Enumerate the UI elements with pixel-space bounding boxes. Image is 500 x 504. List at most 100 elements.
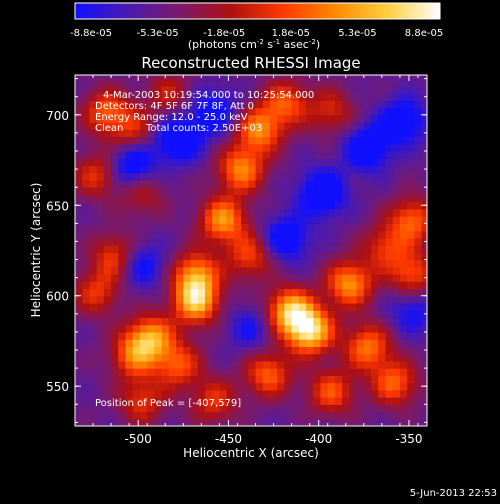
image-pixel	[277, 216, 285, 224]
image-pixel	[103, 136, 112, 145]
image-pixel	[349, 368, 358, 376]
image-pixel	[363, 331, 372, 340]
image-pixel	[407, 100, 415, 109]
image-pixel	[291, 143, 300, 152]
image-pixel	[75, 288, 83, 297]
image-pixel	[219, 245, 228, 253]
image-pixel	[385, 418, 394, 426]
image-pixel	[306, 165, 314, 174]
image-pixel	[190, 223, 199, 232]
image-pixel	[89, 216, 98, 224]
image-pixel	[421, 259, 427, 268]
image-pixel	[356, 129, 365, 138]
image-pixel	[89, 346, 98, 355]
image-pixel	[284, 129, 293, 138]
image-pixel	[154, 216, 163, 224]
image-pixel	[371, 288, 379, 297]
image-pixel	[392, 339, 401, 347]
image-pixel	[118, 368, 127, 376]
image-pixel	[176, 208, 184, 217]
image-pixel	[277, 187, 285, 196]
x-tick-label: -350	[395, 432, 422, 446]
image-pixel	[132, 93, 141, 101]
image-pixel	[75, 208, 83, 217]
image-pixel	[371, 143, 379, 152]
image-pixel	[349, 302, 358, 311]
image-pixel	[255, 129, 264, 138]
image-pixel	[371, 346, 379, 355]
image-pixel	[147, 339, 156, 347]
image-pixel	[392, 143, 401, 152]
image-pixel	[421, 114, 427, 123]
image-pixel	[75, 317, 83, 326]
image-pixel	[219, 310, 228, 319]
image-pixel	[421, 78, 427, 87]
image-pixel	[306, 93, 314, 101]
image-pixel	[190, 418, 199, 426]
image-pixel	[75, 78, 83, 87]
image-pixel	[233, 158, 242, 167]
image-pixel	[190, 368, 199, 376]
image-pixel	[248, 136, 257, 145]
image-pixel	[190, 404, 199, 413]
y-tick-label: 600	[46, 290, 69, 304]
image-pixel	[291, 237, 300, 246]
image-pixel	[269, 114, 278, 123]
image-pixel	[320, 397, 329, 405]
image-pixel	[356, 150, 365, 159]
image-pixel	[421, 216, 427, 224]
image-pixel	[204, 136, 213, 145]
image-pixel	[118, 223, 127, 232]
image-pixel	[96, 100, 105, 109]
image-pixel	[306, 179, 314, 188]
image-pixel	[233, 93, 242, 101]
image-pixel	[241, 252, 249, 261]
image-pixel	[262, 418, 271, 426]
image-pixel	[176, 114, 184, 123]
image-pixel	[248, 100, 257, 109]
image-pixel	[190, 100, 199, 109]
image-pixel	[96, 339, 105, 347]
image-pixel	[111, 317, 119, 326]
image-pixel	[197, 122, 206, 130]
image-pixel	[248, 389, 257, 398]
image-pixel	[89, 201, 98, 210]
image-pixel	[183, 353, 192, 362]
image-pixel	[103, 404, 112, 413]
image-pixel	[139, 389, 148, 398]
image-pixel	[147, 172, 156, 181]
image-pixel	[385, 93, 394, 101]
image-pixel	[82, 375, 91, 384]
image-pixel	[118, 143, 127, 152]
image-pixel	[349, 339, 358, 347]
image-pixel	[269, 208, 278, 217]
image-pixel	[291, 389, 300, 398]
image-pixel	[284, 353, 293, 362]
image-pixel	[371, 266, 379, 275]
image-pixel	[327, 194, 336, 203]
image-pixel	[414, 331, 423, 340]
image-pixel	[154, 295, 163, 304]
image-pixel	[89, 324, 98, 333]
image-pixel	[139, 302, 148, 311]
image-pixel	[327, 208, 336, 217]
image-pixel	[241, 150, 249, 159]
image-pixel	[219, 216, 228, 224]
image-pixel	[233, 310, 242, 319]
image-pixel	[103, 107, 112, 116]
image-pixel	[371, 310, 379, 319]
image-pixel	[334, 237, 343, 246]
image-pixel	[327, 107, 336, 116]
image-pixel	[168, 353, 177, 362]
image-pixel	[241, 368, 249, 376]
image-pixel	[298, 85, 307, 94]
image-pixel	[378, 150, 387, 159]
image-pixel	[212, 122, 221, 130]
image-pixel	[190, 237, 199, 246]
image-pixel	[349, 375, 358, 384]
image-pixel	[75, 216, 83, 224]
image-pixel	[392, 274, 401, 282]
image-pixel	[176, 339, 184, 347]
image-pixel	[197, 389, 206, 398]
image-pixel	[421, 194, 427, 203]
